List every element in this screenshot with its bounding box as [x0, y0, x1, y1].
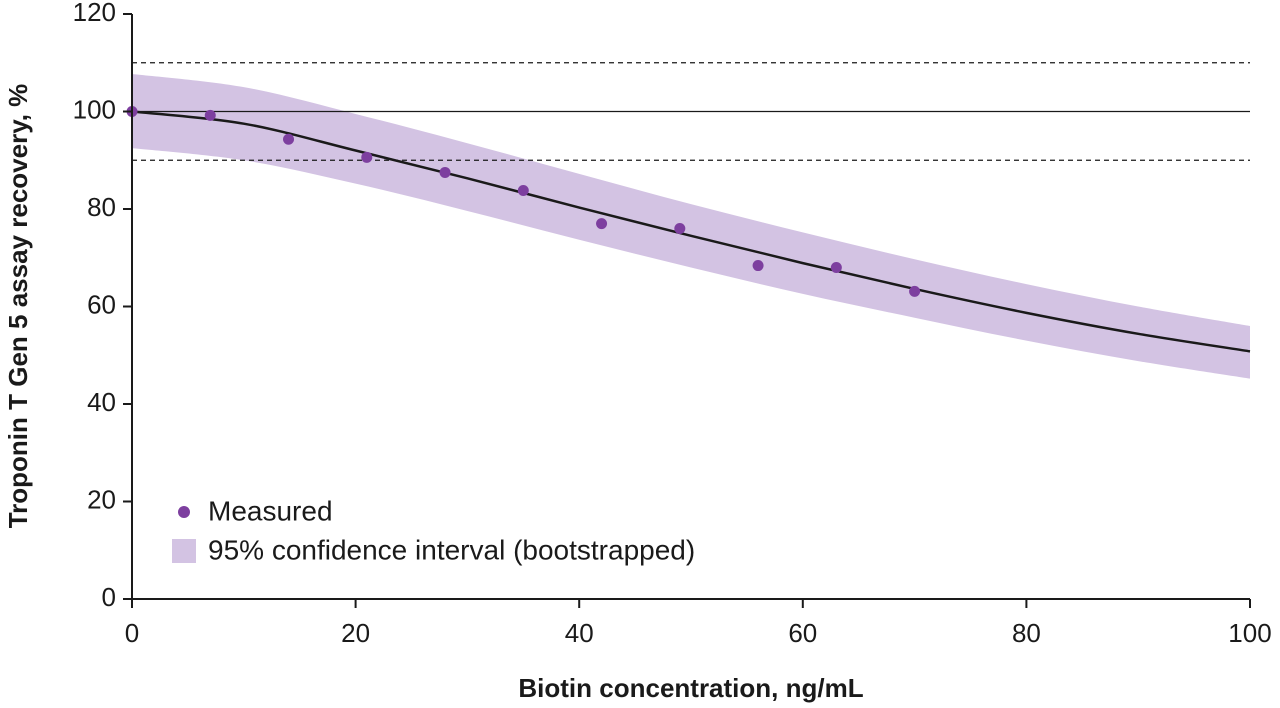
y-tick-label: 20 [87, 484, 116, 514]
y-axis-title: Troponin T Gen 5 assay recovery, % [3, 84, 33, 529]
y-tick-label: 0 [102, 582, 116, 612]
x-tick-label: 0 [125, 618, 139, 648]
measured-point [361, 151, 373, 163]
legend-swatch [172, 539, 196, 563]
legend-marker [178, 506, 190, 518]
measured-point [204, 109, 216, 121]
y-tick-label: 100 [73, 94, 116, 124]
measured-point [909, 285, 921, 297]
measured-point [674, 223, 686, 234]
y-tick-label: 120 [73, 0, 116, 27]
x-axis-title: Biotin concentration, ng/mL [518, 673, 863, 703]
x-tick-label: 60 [788, 618, 817, 648]
legend-label: Measured [208, 495, 333, 526]
measured-point [830, 262, 842, 273]
measured-point [517, 184, 529, 196]
y-tick-label: 60 [87, 289, 116, 319]
confidence-band [132, 73, 1250, 379]
legend-label: 95% confidence interval (bootstrapped) [208, 534, 695, 565]
measured-point [283, 133, 295, 145]
y-tick-label: 80 [87, 192, 116, 222]
y-tick-label: 40 [87, 387, 116, 417]
x-tick-label: 100 [1228, 618, 1271, 648]
measured-point [752, 260, 764, 272]
measured-point [439, 166, 451, 178]
fit-line [131, 110, 1251, 353]
x-tick-label: 80 [1012, 618, 1041, 648]
x-tick-label: 20 [341, 618, 370, 648]
measured-point [596, 218, 608, 230]
x-tick-label: 40 [565, 618, 594, 648]
